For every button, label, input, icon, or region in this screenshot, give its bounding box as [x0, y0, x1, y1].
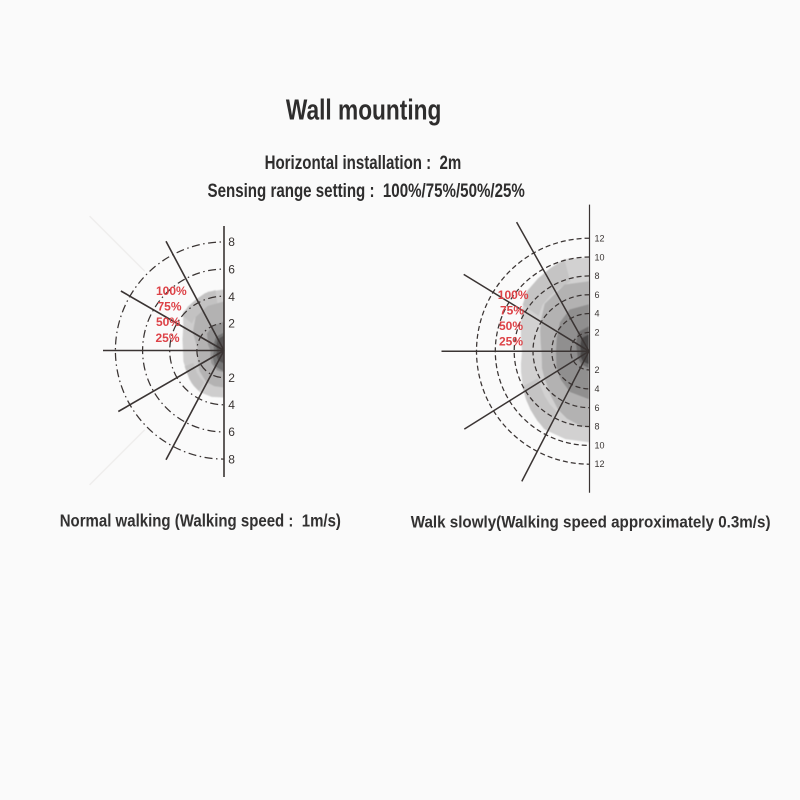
- svg-text:12: 12: [595, 459, 605, 469]
- svg-text:10: 10: [595, 440, 605, 450]
- svg-text:8: 8: [228, 235, 235, 249]
- svg-text:2: 2: [228, 317, 235, 331]
- svg-text:2: 2: [595, 328, 600, 338]
- svg-text:6: 6: [595, 403, 600, 413]
- svg-text:25%: 25%: [499, 335, 523, 349]
- svg-text:8: 8: [595, 271, 600, 281]
- svg-text:4: 4: [595, 384, 600, 394]
- svg-text:25%: 25%: [156, 331, 180, 345]
- svg-text:8: 8: [595, 422, 600, 432]
- svg-text:4: 4: [228, 290, 235, 304]
- svg-text:12: 12: [595, 234, 605, 244]
- svg-text:Walk slowly(Walking speed appr: Walk slowly(Walking speed approximately …: [411, 513, 771, 532]
- svg-text:Normal walking (Walking speed: Normal walking (Walking speed : 1m/s): [60, 511, 341, 530]
- svg-text:Wall mounting: Wall mounting: [286, 93, 441, 126]
- svg-text:4: 4: [595, 309, 600, 319]
- svg-text:Horizontal installation : 2m: Horizontal installation : 2m: [265, 151, 462, 173]
- svg-text:2: 2: [228, 371, 235, 385]
- svg-text:2: 2: [595, 365, 600, 375]
- svg-text:4: 4: [228, 398, 235, 412]
- svg-text:6: 6: [595, 290, 600, 300]
- svg-text:100%: 100%: [156, 284, 187, 298]
- svg-text:75%: 75%: [500, 304, 524, 318]
- svg-text:6: 6: [228, 263, 235, 277]
- svg-text:10: 10: [595, 252, 605, 262]
- svg-text:6: 6: [228, 425, 235, 439]
- svg-text:Sensing range setting : 100%/: Sensing range setting : 100%/75%/50%/25%: [208, 179, 525, 201]
- svg-text:75%: 75%: [158, 300, 182, 314]
- svg-text:50%: 50%: [156, 315, 180, 329]
- svg-text:100%: 100%: [498, 288, 529, 302]
- svg-text:8: 8: [228, 452, 235, 466]
- svg-text:50%: 50%: [499, 319, 523, 333]
